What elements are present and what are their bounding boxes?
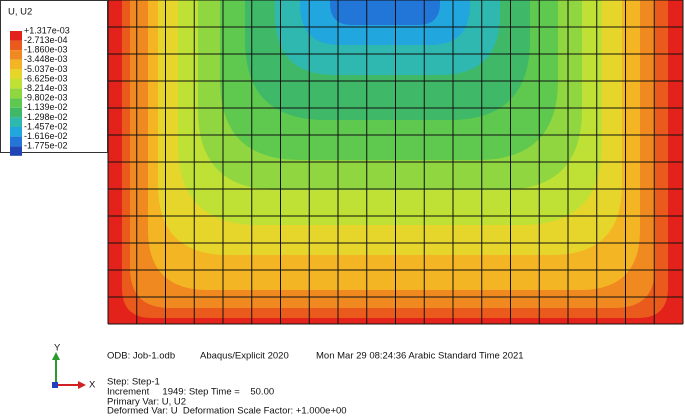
legend-swatch [10, 88, 22, 99]
legend-swatch [10, 146, 22, 156]
legend-swatch [10, 59, 22, 70]
triad-x-label: X [89, 380, 96, 391]
legend-swatch [10, 79, 22, 89]
triad-y-label: Y [54, 343, 61, 354]
legend-swatch [10, 69, 22, 79]
triad [52, 352, 86, 389]
legend-label: -3.448e-03 [24, 54, 68, 64]
legend-label: -5.037e-03 [24, 64, 68, 74]
legend-label: -1.616e-02 [24, 131, 68, 141]
legend-title: U, U2 [8, 7, 32, 18]
legend-label: -1.457e-02 [24, 121, 68, 131]
contour-plot [108, 0, 683, 324]
solver: Abaqus/Explicit 2020 [200, 351, 289, 362]
increment: Increment 1949: Step Time = 50.00 [107, 387, 274, 398]
deformed-var: Deformed Var: U Deformation Scale Factor… [107, 406, 347, 416]
legend-label: -1.860e-03 [24, 45, 68, 55]
legend-swatch [10, 136, 22, 147]
legend-swatch [10, 107, 22, 118]
legend-label: -6.625e-03 [24, 73, 68, 83]
legend-swatch [10, 127, 22, 137]
legend-swatch [10, 117, 22, 127]
contour-band [330, 0, 440, 25]
legend-swatch [10, 31, 22, 41]
step: Step: Step-1 [107, 377, 160, 388]
legend-label: -9.802e-03 [24, 93, 68, 103]
legend-label: -2.713e-04 [24, 35, 68, 45]
legend-label: -1.775e-02 [24, 141, 68, 151]
mesh [107, 0, 684, 325]
legend-label: -8.214e-03 [24, 83, 68, 93]
date: Mon Mar 29 08:24:36 Arabic Standard Time… [316, 351, 524, 362]
legend-label: +1.317e-03 [24, 25, 70, 35]
legend: +1.317e-03-2.713e-04-1.860e-03-3.448e-03… [10, 25, 70, 156]
primary-var: Primary Var: U, U2 [107, 397, 186, 408]
legend-swatch [10, 98, 22, 108]
legend-label: -1.298e-02 [24, 112, 68, 122]
legend-label: -1.139e-02 [24, 102, 68, 112]
odb-name: ODB: Job-1.odb [107, 351, 175, 362]
legend-swatch [10, 40, 22, 51]
legend-swatch [10, 50, 22, 60]
